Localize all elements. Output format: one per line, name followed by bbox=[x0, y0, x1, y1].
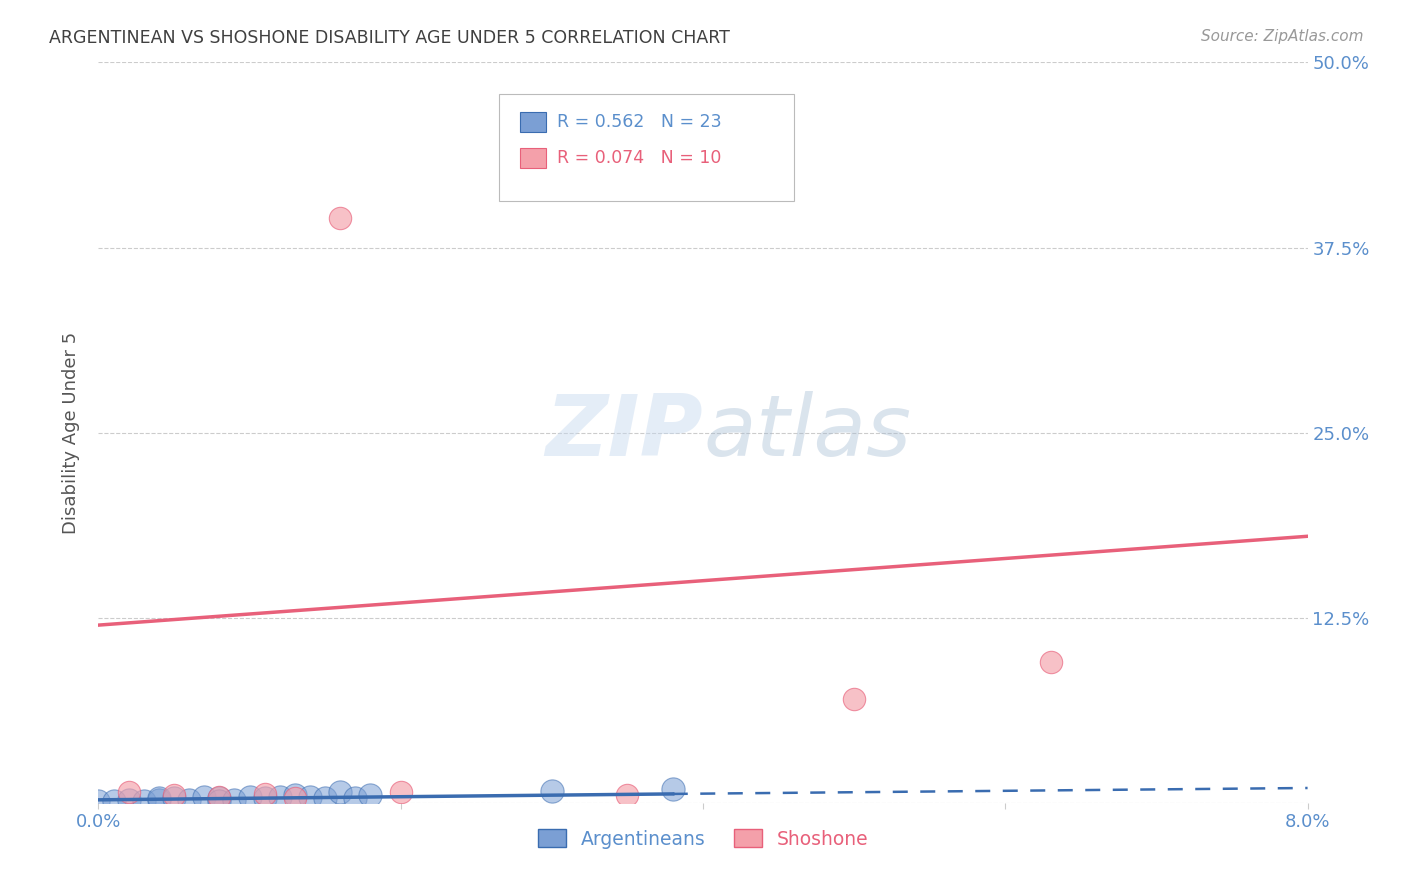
Point bbox=[253, 787, 276, 801]
Text: Source: ZipAtlas.com: Source: ZipAtlas.com bbox=[1201, 29, 1364, 44]
Point bbox=[87, 794, 110, 808]
Point bbox=[389, 785, 412, 799]
Point bbox=[224, 793, 246, 807]
Point bbox=[844, 692, 866, 706]
Point bbox=[616, 789, 638, 803]
Point bbox=[253, 791, 276, 805]
Point bbox=[344, 791, 367, 805]
Point bbox=[314, 791, 336, 805]
Point bbox=[132, 794, 155, 808]
Point bbox=[239, 789, 262, 804]
Point bbox=[360, 789, 382, 803]
Point bbox=[148, 793, 170, 807]
Point bbox=[148, 791, 170, 805]
Point bbox=[329, 211, 352, 225]
Point bbox=[179, 793, 201, 807]
Point bbox=[284, 789, 307, 803]
Point bbox=[540, 784, 562, 798]
Text: ZIP: ZIP bbox=[546, 391, 703, 475]
Point bbox=[208, 794, 231, 808]
Point bbox=[299, 789, 322, 804]
Point bbox=[103, 794, 125, 808]
Text: ARGENTINEAN VS SHOSHONE DISABILITY AGE UNDER 5 CORRELATION CHART: ARGENTINEAN VS SHOSHONE DISABILITY AGE U… bbox=[49, 29, 730, 46]
Point bbox=[163, 789, 186, 803]
Point bbox=[661, 782, 683, 797]
Point bbox=[193, 789, 215, 804]
Y-axis label: Disability Age Under 5: Disability Age Under 5 bbox=[62, 332, 80, 533]
Point bbox=[269, 789, 291, 804]
Point bbox=[118, 793, 141, 807]
Point bbox=[329, 785, 352, 799]
Point bbox=[118, 785, 141, 799]
Point bbox=[208, 791, 231, 805]
Legend: Argentineans, Shoshone: Argentineans, Shoshone bbox=[530, 822, 876, 856]
Text: R = 0.074   N = 10: R = 0.074 N = 10 bbox=[557, 149, 721, 167]
Point bbox=[208, 789, 231, 804]
Point bbox=[1039, 655, 1062, 669]
Text: atlas: atlas bbox=[703, 391, 911, 475]
Point bbox=[163, 791, 186, 805]
Text: R = 0.562   N = 23: R = 0.562 N = 23 bbox=[557, 113, 721, 131]
Point bbox=[284, 791, 307, 805]
